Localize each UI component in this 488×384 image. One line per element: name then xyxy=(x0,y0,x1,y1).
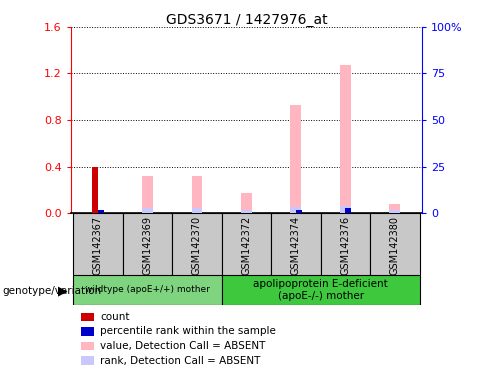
Bar xyxy=(73,275,222,305)
Bar xyxy=(346,209,351,213)
Bar xyxy=(222,275,420,305)
Bar xyxy=(389,204,400,213)
Text: GSM142372: GSM142372 xyxy=(242,215,251,275)
Bar xyxy=(296,210,302,213)
Text: GSM142369: GSM142369 xyxy=(142,215,152,275)
Bar xyxy=(271,213,321,275)
Text: genotype/variation: genotype/variation xyxy=(2,286,102,296)
Bar xyxy=(191,176,203,213)
Bar xyxy=(73,213,122,275)
Text: GSM142380: GSM142380 xyxy=(390,215,400,275)
Bar xyxy=(340,65,351,213)
Bar xyxy=(370,213,420,275)
Text: percentile rank within the sample: percentile rank within the sample xyxy=(100,326,276,336)
Bar xyxy=(340,206,351,213)
Bar xyxy=(92,167,98,213)
Text: wildtype (apoE+/+) mother: wildtype (apoE+/+) mother xyxy=(85,285,210,295)
Bar xyxy=(321,213,370,275)
Text: GSM142374: GSM142374 xyxy=(291,215,301,275)
Bar xyxy=(142,176,153,213)
Bar xyxy=(98,210,104,213)
Bar xyxy=(290,207,302,213)
Bar xyxy=(241,210,252,213)
Text: GSM142367: GSM142367 xyxy=(93,215,103,275)
Bar xyxy=(222,213,271,275)
Bar xyxy=(172,213,222,275)
Bar xyxy=(290,105,302,213)
Bar xyxy=(122,213,172,275)
Bar xyxy=(241,193,252,213)
Text: GSM142376: GSM142376 xyxy=(341,215,350,275)
Bar xyxy=(389,210,400,213)
Text: GDS3671 / 1427976_at: GDS3671 / 1427976_at xyxy=(165,13,327,27)
Text: rank, Detection Call = ABSENT: rank, Detection Call = ABSENT xyxy=(100,356,261,366)
Text: value, Detection Call = ABSENT: value, Detection Call = ABSENT xyxy=(100,341,265,351)
Text: apolipoprotein E-deficient
(apoE-/-) mother: apolipoprotein E-deficient (apoE-/-) mot… xyxy=(253,279,388,301)
Text: count: count xyxy=(100,312,129,322)
Text: ▶: ▶ xyxy=(58,284,67,297)
Text: GSM142370: GSM142370 xyxy=(192,215,202,275)
Bar xyxy=(191,209,203,213)
Bar xyxy=(142,209,153,213)
